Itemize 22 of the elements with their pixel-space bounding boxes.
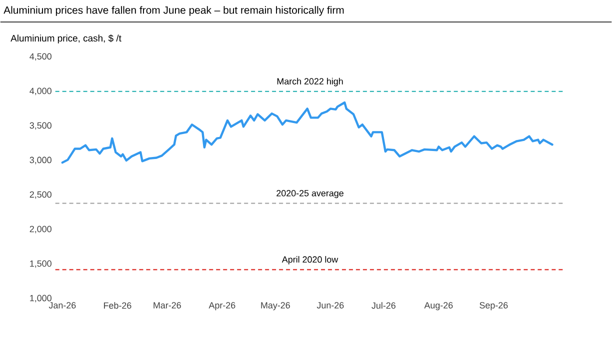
y-tick-label: 3,000 (30, 157, 52, 164)
x-tick-label: Mar-26 (154, 302, 181, 309)
y-axis-title: Aluminium price, cash, $ /t (10, 34, 122, 44)
y-tick-label: 2,500 (30, 192, 52, 199)
y-tick-label: 2,000 (30, 226, 52, 234)
ref-line-label: April 2020 low (282, 256, 338, 265)
ref-line-label: 2020-25 average (276, 190, 344, 198)
x-tick-label: Jun-26 (316, 302, 344, 309)
x-tick-label: Aug-26 (424, 302, 453, 310)
x-tick-label: Jan-26 (48, 302, 76, 309)
x-tick-label: Feb-26 (104, 302, 132, 309)
x-tick-label: Jul-26 (372, 302, 396, 309)
ref-line-label: March 2022 high (277, 78, 343, 86)
x-tick-label: May-26 (261, 302, 290, 310)
y-tick-label: 4,500 (30, 53, 52, 61)
y-tick-label: 3,500 (30, 122, 52, 130)
y-tick-label: 4,000 (30, 88, 52, 96)
x-tick-label: Apr-26 (208, 302, 236, 310)
y-tick-label: 1,000 (30, 295, 52, 303)
x-tick-label: Sep-26 (480, 302, 508, 310)
y-tick-label: 1,500 (30, 260, 52, 268)
chart-title: Aluminium prices have fallen from June peak – but remain historically firm (4, 6, 344, 16)
